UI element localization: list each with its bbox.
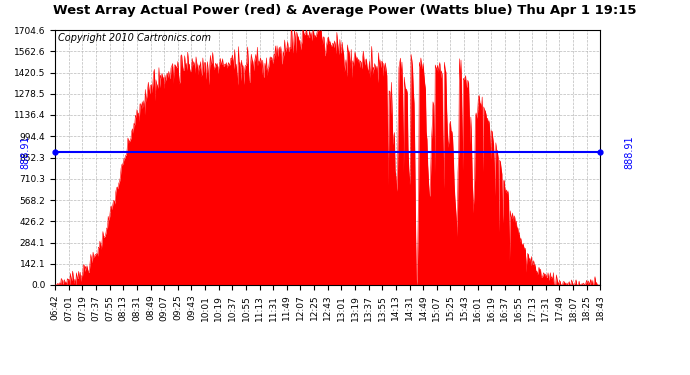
Text: West Array Actual Power (red) & Average Power (Watts blue) Thu Apr 1 19:15: West Array Actual Power (red) & Average … xyxy=(53,4,637,17)
Text: 888.91: 888.91 xyxy=(625,135,635,169)
Text: 888.91: 888.91 xyxy=(21,135,30,169)
Text: Copyright 2010 Cartronics.com: Copyright 2010 Cartronics.com xyxy=(58,33,211,42)
